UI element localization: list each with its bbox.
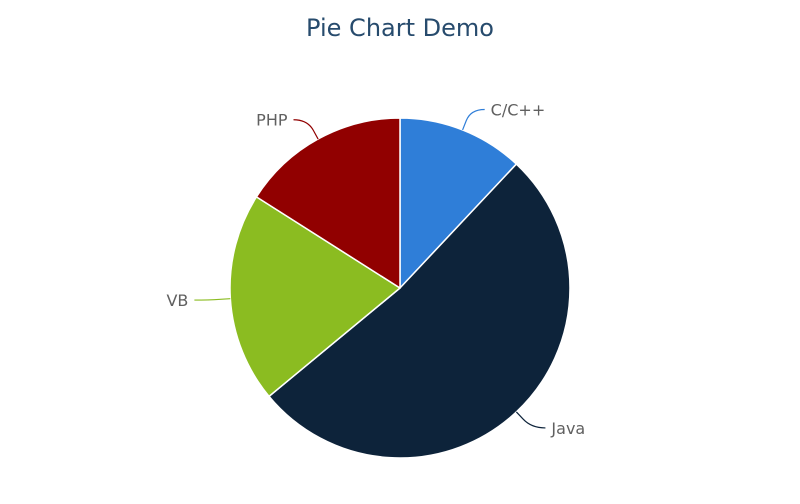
data-label-c-cpp: C/C++ (491, 100, 546, 119)
data-label-php: PHP (256, 111, 288, 130)
data-label-vb: VB (166, 291, 188, 310)
pie-slices (229, 117, 571, 459)
chart-title: Pie Chart Demo (306, 14, 494, 42)
data-label-java: Java (550, 419, 585, 438)
connector-vb (194, 298, 231, 301)
pie-labels: C/C++ Java VB PHP (166, 100, 585, 437)
connector-php (293, 119, 319, 140)
connector-java (515, 411, 546, 429)
connector-c-cpp (462, 108, 485, 131)
